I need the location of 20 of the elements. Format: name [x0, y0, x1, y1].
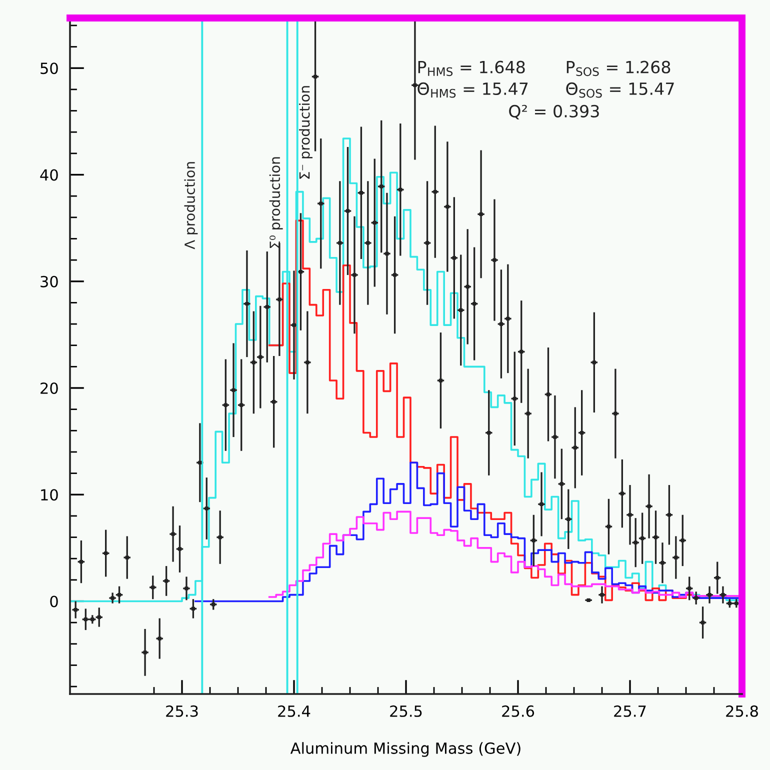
x-tick-label: 25.8: [726, 705, 758, 717]
annotation: Θ$_{SOS}$ = 15.47: [566, 82, 674, 98]
y-tick-label: 30: [40, 276, 58, 288]
x-tick-label: 25.7: [614, 705, 646, 717]
annotation: P$_{SOS}$ = 1.268: [566, 60, 670, 76]
y-tick-label: 0: [50, 596, 58, 608]
y-tick-label: 40: [40, 169, 58, 181]
y-tick-label: 20: [40, 382, 58, 394]
annotation: P$_{HMS}$ = 1.648: [418, 60, 525, 76]
x-tick-label: 25.4: [278, 705, 310, 717]
x-axis-title: Aluminum Missing Mass (GeV): [290, 742, 520, 757]
x-tick-label: 25.3: [166, 705, 198, 717]
ref-line-label: Σ⁻ production: [299, 86, 312, 179]
x-tick-label: 25.6: [502, 705, 534, 717]
annotation: Q² = 0.393: [509, 104, 599, 120]
x-tick-label: 25.5: [390, 705, 422, 717]
y-tick-label: 50: [40, 62, 58, 74]
ref-line-label: Λ production: [184, 162, 198, 250]
annotation: Θ$_{HMS}$ = 15.47: [418, 82, 528, 98]
y-tick-label: 10: [41, 489, 58, 501]
